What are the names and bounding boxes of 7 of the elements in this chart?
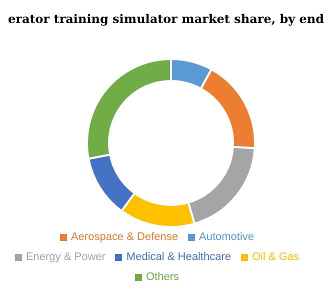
chart-title: erator training simulator market share, by end <box>8 11 324 28</box>
legend-label: Automotive <box>198 231 254 243</box>
legend-label: Energy & Power <box>26 251 106 263</box>
legend-label: Aerospace & Defense <box>70 231 178 243</box>
legend-label: Medical & Healthcare <box>126 251 231 263</box>
legend-label: Oil & Gas <box>252 251 300 263</box>
legend-label: Others <box>146 271 179 283</box>
